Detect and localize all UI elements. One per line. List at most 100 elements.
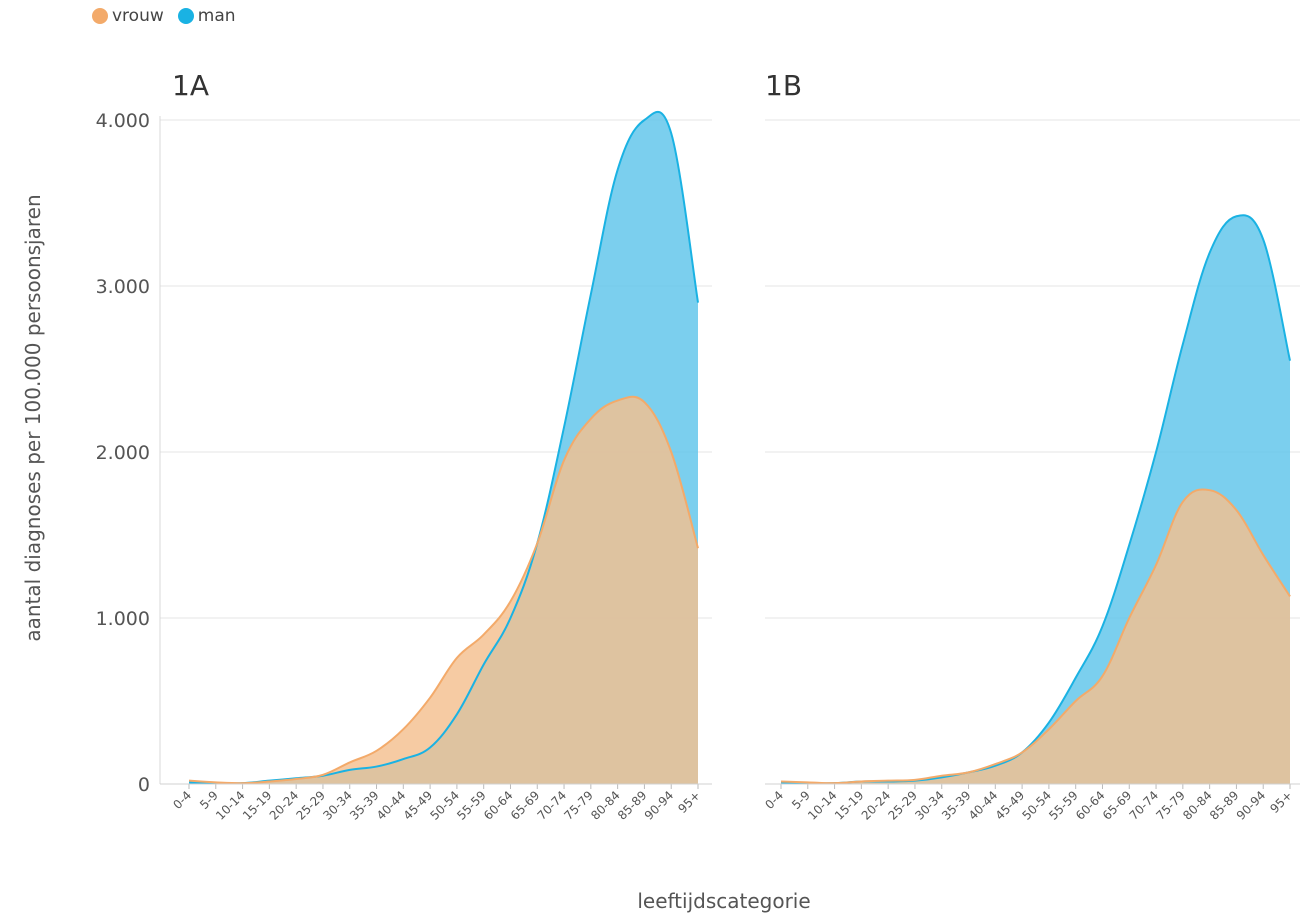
x-tick-label: 65-69 — [1100, 788, 1135, 823]
point-vrouw — [294, 777, 298, 781]
point-vrouw — [1154, 563, 1158, 567]
y-tick-label: 2.000 — [96, 442, 150, 464]
point-vrouw — [428, 696, 432, 700]
x-tick-label: 20-24 — [859, 788, 894, 823]
point-vrouw — [375, 749, 379, 753]
x-tick-label: 60-64 — [1073, 788, 1108, 823]
y-tick-label: 0 — [138, 774, 150, 796]
point-man — [482, 662, 486, 666]
point-vrouw — [348, 760, 352, 764]
x-tick-label: 75-79 — [561, 788, 596, 823]
point-man — [1154, 450, 1158, 454]
line-vrouw — [188, 395, 699, 785]
x-tick-label: 70-74 — [535, 788, 570, 823]
legend: vrouw man — [92, 6, 236, 26]
point-man — [401, 757, 405, 761]
point-man — [1208, 251, 1212, 255]
x-tick-label: 40-44 — [374, 788, 409, 823]
point-man — [1074, 676, 1078, 680]
point-man — [375, 765, 379, 769]
point-man — [562, 425, 566, 429]
point-man — [669, 131, 673, 135]
point-man — [1047, 721, 1051, 725]
x-tick-label: 65-69 — [508, 788, 543, 823]
legend-swatch-vrouw — [92, 8, 108, 24]
point-vrouw — [589, 417, 593, 421]
point-vrouw — [187, 779, 191, 783]
point-vrouw — [455, 656, 459, 660]
point-man — [1100, 624, 1104, 628]
y-tick-label: 1.000 — [96, 608, 150, 630]
x-tick-label: 85-89 — [1207, 788, 1242, 823]
x-tick-label: 25-29 — [294, 788, 329, 823]
x-tick-label: 35-39 — [939, 788, 974, 823]
point-vrouw — [1074, 699, 1078, 703]
x-tick-label: 85-89 — [615, 788, 650, 823]
x-tick-label: 60-64 — [481, 788, 516, 823]
point-man — [642, 118, 646, 122]
x-tick-label: 90-94 — [1234, 788, 1269, 823]
point-vrouw — [940, 774, 944, 778]
point-man — [589, 292, 593, 296]
legend-swatch-man — [177, 8, 194, 24]
x-tick-label: 95+ — [675, 788, 703, 816]
point-vrouw — [913, 778, 917, 782]
point-vrouw — [1047, 727, 1051, 731]
x-tick-label: 80-84 — [588, 788, 623, 823]
point-vrouw — [993, 762, 997, 766]
area-vrouw — [189, 396, 698, 784]
line-vrouw — [780, 488, 1291, 785]
y-tick-label: 3.000 — [96, 276, 150, 298]
point-man — [616, 168, 620, 172]
point-vrouw — [779, 780, 783, 784]
point-man — [455, 712, 459, 716]
point-man — [696, 301, 700, 305]
point-vrouw — [1234, 508, 1238, 512]
point-vrouw — [1127, 616, 1131, 620]
point-man — [1181, 342, 1185, 346]
x-tick-label: 40-44 — [966, 788, 1001, 823]
point-man — [1234, 214, 1238, 218]
x-tick-label: 15-19 — [240, 788, 275, 823]
point-vrouw — [321, 773, 325, 777]
x-tick-label: 75-79 — [1153, 788, 1188, 823]
point-vrouw — [696, 546, 700, 550]
legend-label-man: man — [197, 6, 236, 26]
point-vrouw — [616, 399, 620, 403]
point-vrouw — [508, 599, 512, 603]
y-axis-label: aantal diagnoses per 100.000 persoonsjar… — [21, 194, 45, 641]
x-tick-label: 20-24 — [267, 788, 302, 823]
point-vrouw — [1261, 553, 1265, 557]
x-tick-label: 25-29 — [886, 788, 921, 823]
point-vrouw — [401, 727, 405, 731]
point-vrouw — [859, 780, 863, 784]
point-vrouw — [642, 400, 646, 404]
point-vrouw — [1208, 488, 1212, 492]
point-man — [428, 745, 432, 749]
x-tick-label: 55-59 — [454, 788, 489, 823]
point-man — [1288, 359, 1292, 363]
point-vrouw — [535, 541, 539, 545]
x-tick-label: 10-14 — [213, 788, 248, 823]
point-man — [508, 616, 512, 620]
x-tick-label: 50-54 — [1019, 788, 1054, 823]
panel-title: 1A — [172, 69, 209, 102]
x-tick-label: 45-49 — [401, 788, 436, 823]
x-tick-label: 10-14 — [805, 788, 840, 823]
point-vrouw — [1288, 594, 1292, 598]
point-man — [348, 768, 352, 772]
area-vrouw — [781, 489, 1290, 784]
legend-item-man[interactable]: man — [177, 6, 236, 26]
x-tick-label: 95+ — [1267, 788, 1295, 816]
x-tick-label: 90-94 — [642, 788, 677, 823]
point-vrouw — [669, 450, 673, 454]
x-tick-label: 35-39 — [347, 788, 382, 823]
legend-item-vrouw[interactable]: vrouw — [92, 6, 164, 26]
point-vrouw — [1020, 750, 1024, 754]
point-man — [1127, 543, 1131, 547]
x-tick-label: 0-4 — [170, 788, 194, 812]
point-vrouw — [562, 458, 566, 462]
point-vrouw — [967, 770, 971, 774]
